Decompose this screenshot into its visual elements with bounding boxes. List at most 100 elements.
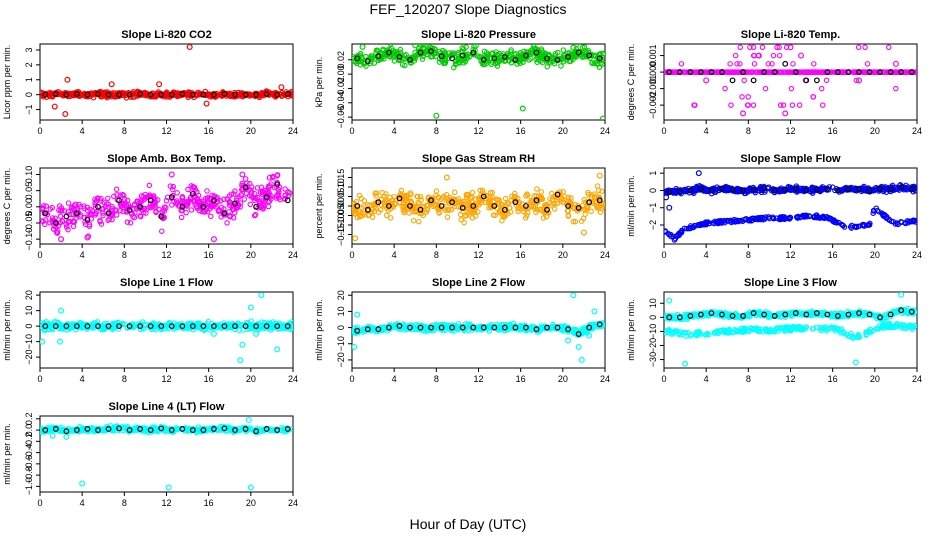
data-point bbox=[251, 212, 258, 219]
data-point bbox=[196, 320, 202, 326]
data-point bbox=[750, 102, 757, 108]
mean-point bbox=[179, 323, 186, 330]
data-point bbox=[803, 69, 809, 75]
data-point bbox=[248, 187, 254, 193]
data-point bbox=[538, 323, 544, 329]
data-point bbox=[371, 208, 377, 215]
data-point bbox=[518, 323, 524, 330]
data-point bbox=[397, 46, 404, 53]
band-point bbox=[666, 232, 673, 238]
mean-point bbox=[274, 323, 281, 330]
data-point bbox=[161, 214, 168, 221]
outlier-point bbox=[58, 307, 65, 314]
mean-point bbox=[137, 91, 144, 97]
data-point bbox=[169, 202, 175, 208]
mean-point bbox=[63, 213, 70, 220]
data-point bbox=[882, 185, 889, 192]
mean-point bbox=[354, 327, 361, 334]
data-point bbox=[58, 91, 64, 98]
data-point bbox=[192, 187, 199, 193]
data-point bbox=[260, 204, 267, 211]
data-point bbox=[251, 197, 258, 204]
data-point bbox=[711, 69, 718, 75]
data-point bbox=[94, 195, 101, 201]
data-point bbox=[379, 50, 386, 57]
data-point bbox=[127, 220, 134, 226]
data-point bbox=[117, 192, 124, 198]
data-point bbox=[419, 56, 426, 62]
data-point bbox=[515, 208, 521, 215]
mean-point bbox=[385, 324, 392, 331]
data-point bbox=[446, 207, 452, 213]
data-point bbox=[495, 201, 502, 207]
data-point bbox=[502, 195, 509, 202]
y-tick-label: −30 bbox=[648, 352, 658, 367]
data-point bbox=[401, 204, 407, 211]
mean-point bbox=[512, 324, 519, 331]
mean-point bbox=[396, 323, 403, 329]
data-point bbox=[690, 188, 696, 195]
data-point bbox=[352, 207, 357, 214]
data-point bbox=[581, 327, 587, 334]
mean-point bbox=[750, 186, 757, 193]
data-point bbox=[397, 326, 403, 332]
data-point bbox=[438, 196, 444, 203]
data-point bbox=[49, 326, 56, 333]
mean-point bbox=[200, 91, 207, 98]
data-point bbox=[172, 323, 178, 329]
mean-point bbox=[575, 49, 582, 56]
mean-point bbox=[908, 69, 915, 75]
data-point bbox=[745, 102, 751, 108]
data-point bbox=[129, 211, 135, 217]
data-point bbox=[815, 69, 821, 75]
data-point bbox=[568, 202, 575, 209]
x-tick-label: 20 bbox=[870, 250, 880, 260]
mean-point bbox=[438, 324, 445, 331]
data-point bbox=[505, 210, 511, 217]
data-point bbox=[204, 320, 211, 327]
data-point bbox=[560, 196, 566, 202]
outlier-point bbox=[352, 343, 358, 350]
x-tick-label: 8 bbox=[122, 126, 127, 136]
data-point bbox=[906, 69, 913, 75]
outlier-point bbox=[596, 172, 603, 179]
data-point bbox=[226, 200, 233, 206]
data-point bbox=[537, 51, 543, 57]
mean-point bbox=[449, 55, 456, 62]
outlier-point bbox=[62, 111, 69, 118]
data-point bbox=[901, 184, 907, 191]
data-point bbox=[489, 51, 495, 57]
mean-point bbox=[666, 69, 673, 75]
mean-point bbox=[407, 56, 413, 63]
outlier-point bbox=[258, 292, 265, 299]
outlier-point bbox=[57, 338, 64, 345]
x-tick-label: 24 bbox=[600, 374, 610, 384]
data-point bbox=[507, 205, 513, 211]
data-point bbox=[112, 207, 119, 213]
mean-point bbox=[168, 194, 175, 201]
data-point bbox=[105, 195, 111, 202]
panel-title: Slope Sample Flow bbox=[740, 153, 841, 165]
mean-point bbox=[708, 69, 715, 75]
data-point bbox=[282, 323, 288, 329]
plot-frame bbox=[663, 43, 918, 121]
data-point bbox=[681, 186, 688, 193]
x-tick-label: 12 bbox=[785, 126, 795, 136]
outlier-point bbox=[84, 234, 91, 241]
data-point bbox=[728, 102, 734, 108]
data-point bbox=[777, 102, 784, 108]
x-tick-label: 4 bbox=[392, 126, 397, 136]
mean-point bbox=[438, 203, 445, 209]
data-point bbox=[113, 186, 120, 192]
mean-point bbox=[407, 324, 413, 331]
data-point bbox=[592, 59, 599, 66]
data-point bbox=[780, 102, 787, 108]
data-point bbox=[741, 77, 747, 84]
plot-area bbox=[40, 44, 293, 118]
data-point bbox=[837, 69, 843, 75]
data-point bbox=[574, 44, 580, 48]
band-point bbox=[820, 214, 827, 220]
outlier-point bbox=[787, 44, 794, 51]
